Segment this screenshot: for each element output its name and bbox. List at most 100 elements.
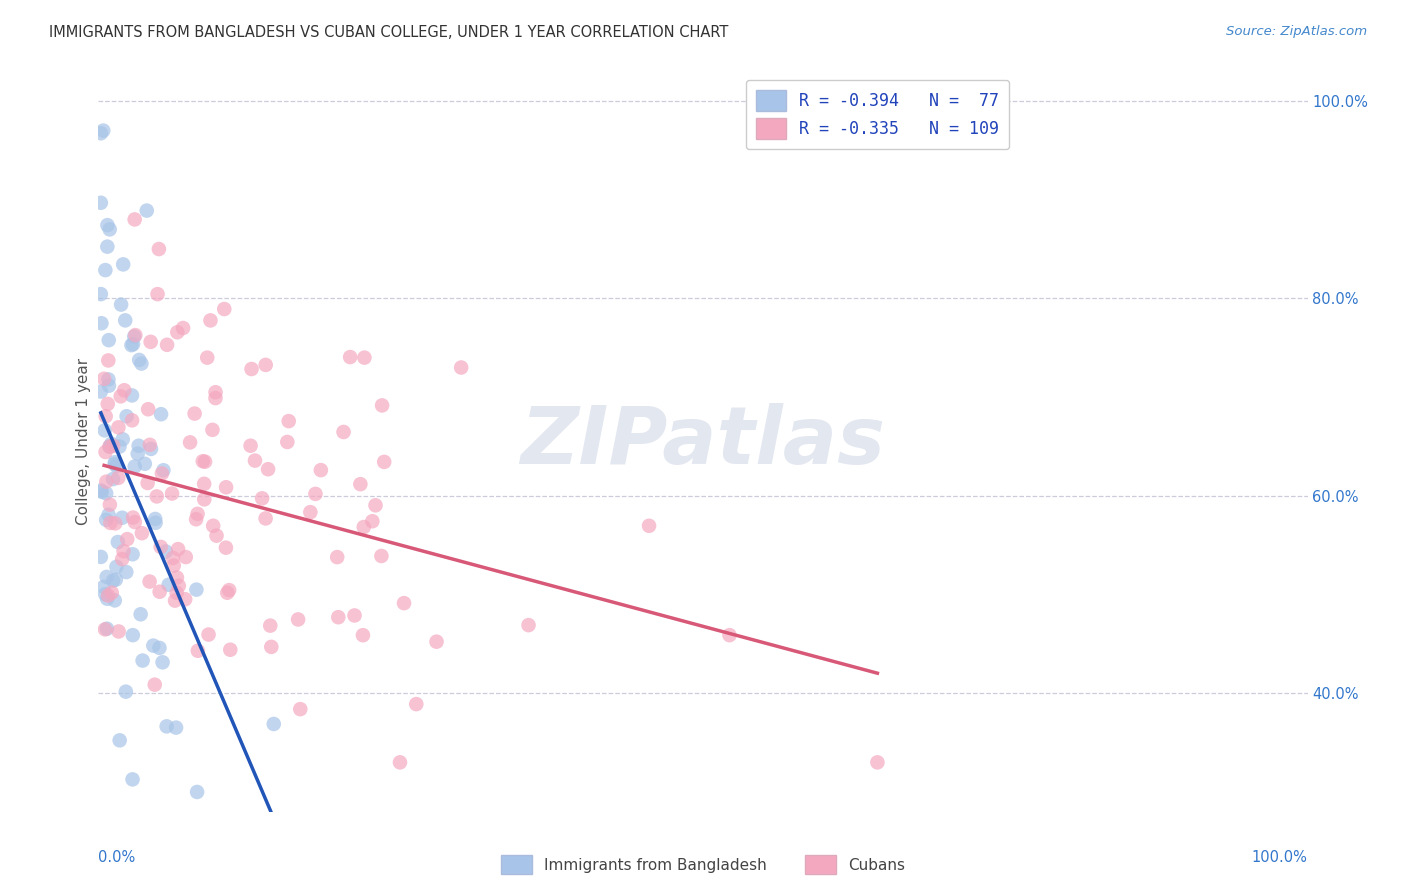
Point xyxy=(353,520,375,534)
Point xyxy=(96,240,118,254)
Point xyxy=(139,334,162,349)
Point xyxy=(304,487,326,501)
Point xyxy=(101,574,124,588)
Point xyxy=(145,516,167,530)
Point xyxy=(142,639,165,653)
Point xyxy=(111,552,134,566)
Point xyxy=(90,287,112,301)
Point xyxy=(214,301,236,316)
Text: IMMIGRANTS FROM BANGLADESH VS CUBAN COLLEGE, UNDER 1 YEAR CORRELATION CHART: IMMIGRANTS FROM BANGLADESH VS CUBAN COLL… xyxy=(49,25,728,40)
Point xyxy=(160,486,183,500)
Point xyxy=(90,549,112,564)
Point xyxy=(194,455,217,469)
Point xyxy=(254,511,277,525)
Point xyxy=(108,440,131,454)
Point xyxy=(146,287,169,301)
Point xyxy=(174,592,197,607)
Point xyxy=(152,656,174,670)
Legend: Immigrants from Bangladesh, Cubans: Immigrants from Bangladesh, Cubans xyxy=(495,849,911,880)
Point xyxy=(352,628,374,642)
Point xyxy=(156,338,179,352)
Point xyxy=(134,457,156,471)
Point xyxy=(361,514,384,528)
Point xyxy=(128,353,150,368)
Point xyxy=(299,505,322,519)
Point xyxy=(122,510,145,524)
Text: Source: ZipAtlas.com: Source: ZipAtlas.com xyxy=(1226,25,1367,38)
Point xyxy=(328,610,350,624)
Point xyxy=(197,627,219,641)
Text: 100.0%: 100.0% xyxy=(1251,850,1308,865)
Point xyxy=(124,212,146,227)
Point xyxy=(127,447,149,461)
Point xyxy=(204,391,226,405)
Point xyxy=(107,471,129,485)
Point xyxy=(96,218,118,232)
Point xyxy=(287,612,309,626)
Point xyxy=(200,313,222,327)
Point xyxy=(276,434,298,449)
Y-axis label: College, Under 1 year: College, Under 1 year xyxy=(76,358,91,525)
Point xyxy=(162,551,184,566)
Point xyxy=(124,328,146,343)
Point xyxy=(157,578,180,592)
Point xyxy=(143,678,166,692)
Point xyxy=(215,541,238,555)
Point xyxy=(135,203,157,218)
Point xyxy=(193,476,215,491)
Point xyxy=(167,542,190,557)
Point xyxy=(353,351,375,365)
Point xyxy=(371,398,394,412)
Point xyxy=(150,467,173,481)
Point xyxy=(91,123,114,137)
Point xyxy=(100,585,122,599)
Point xyxy=(128,439,150,453)
Point xyxy=(114,313,136,327)
Text: 0.0%: 0.0% xyxy=(98,850,135,865)
Point xyxy=(121,628,143,642)
Point xyxy=(309,463,332,477)
Point xyxy=(218,583,240,598)
Point xyxy=(638,518,661,533)
Point xyxy=(97,372,120,386)
Point xyxy=(165,721,187,735)
Point xyxy=(110,389,132,403)
Point xyxy=(115,409,138,424)
Point xyxy=(105,458,128,473)
Point xyxy=(150,407,173,421)
Point xyxy=(124,515,146,529)
Point xyxy=(104,593,127,607)
Point xyxy=(90,483,112,498)
Point xyxy=(131,654,153,668)
Point xyxy=(201,423,224,437)
Point xyxy=(97,333,120,347)
Point xyxy=(90,316,112,330)
Point xyxy=(254,358,277,372)
Point xyxy=(100,516,122,530)
Point xyxy=(250,491,273,506)
Point xyxy=(104,573,127,587)
Point xyxy=(179,435,201,450)
Point xyxy=(187,644,209,658)
Point xyxy=(97,378,120,392)
Point xyxy=(121,547,143,561)
Point xyxy=(219,642,242,657)
Point xyxy=(105,559,128,574)
Point xyxy=(96,475,118,489)
Point xyxy=(148,242,170,256)
Point xyxy=(93,423,115,437)
Point xyxy=(866,756,889,770)
Point xyxy=(94,486,117,500)
Point xyxy=(155,544,177,558)
Point xyxy=(152,463,174,477)
Point xyxy=(107,535,129,549)
Point xyxy=(131,526,153,541)
Point xyxy=(124,459,146,474)
Point xyxy=(138,574,160,589)
Point xyxy=(339,350,361,364)
Point xyxy=(243,453,266,467)
Point xyxy=(343,608,366,623)
Point xyxy=(94,263,117,277)
Point xyxy=(260,640,283,654)
Point xyxy=(149,540,172,554)
